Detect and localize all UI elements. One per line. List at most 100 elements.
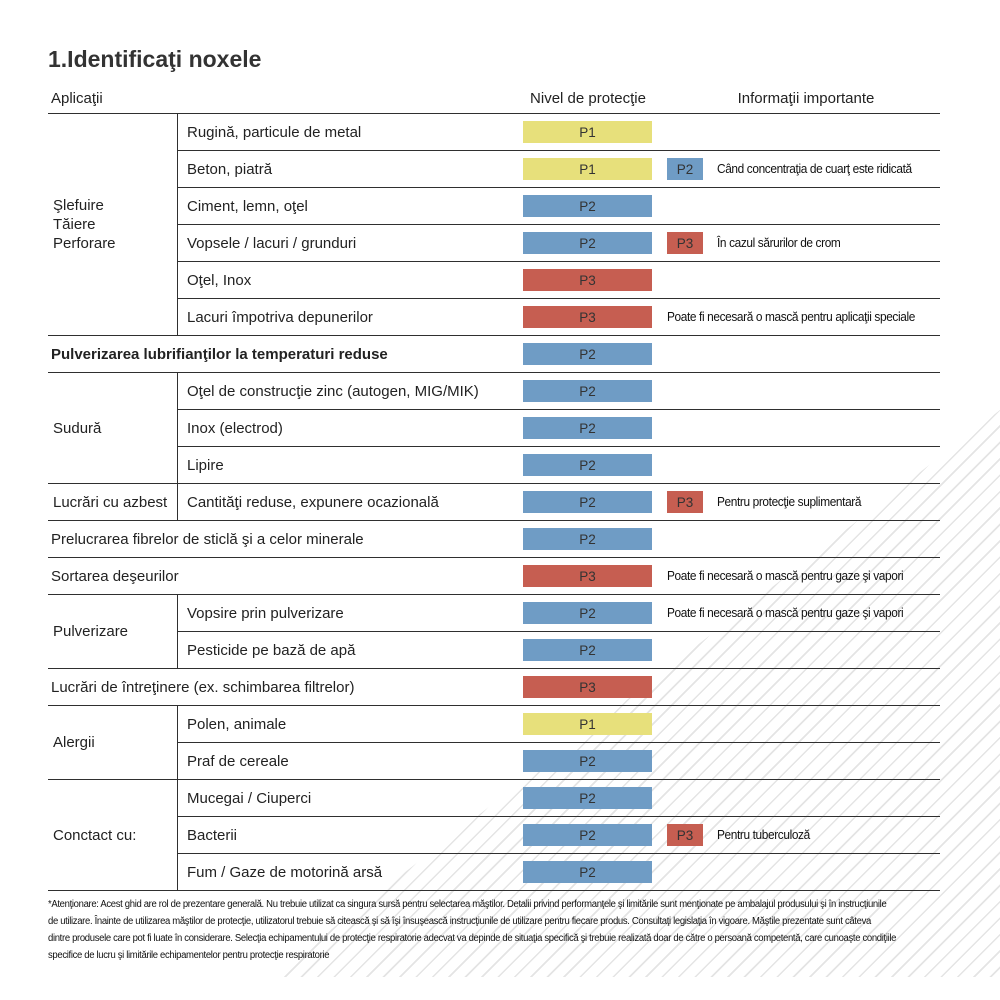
note-text: Pentru protecţie suplimentară xyxy=(717,495,862,509)
table-row: Polen, animale P1 xyxy=(178,706,940,742)
protection-badge-p2: P2 xyxy=(523,787,652,809)
application-label: Inox (electrod) xyxy=(187,419,283,437)
protection-badge-p2: P2 xyxy=(667,158,703,180)
group-rows: Mucegai / Ciuperci P2 Bacterii P2 P3 Pentru t… xyxy=(178,780,940,890)
group-label: Lucrări cu azbest xyxy=(48,484,178,520)
protection-badge-p2: P2 xyxy=(523,824,652,846)
application-label: Fum / Gaze de motorină arsă xyxy=(187,863,383,881)
page-title: 1.Identificaţi noxele xyxy=(48,46,262,72)
note-text: Poate fi necesară o mască pentru gaze şi… xyxy=(667,606,904,620)
protection-badge-p3: P3 xyxy=(667,491,703,513)
application-label: Ciment, lemn, oţel xyxy=(187,197,308,215)
application-label: Oţel, Inox xyxy=(187,271,252,289)
application-label: Rugină, particule de metal xyxy=(187,123,362,141)
table-row: Mucegai / Ciuperci P2 xyxy=(178,780,940,816)
table-row: Vopsele / lacuri / grunduri P2 P3 În cazul … xyxy=(178,224,940,261)
group-rows: Oţel de construcţie zinc (autogen, MIG/M… xyxy=(178,373,940,483)
table-row: Ciment, lemn, oţel P2 xyxy=(178,187,940,224)
protection-badge-p2: P2 xyxy=(523,639,652,661)
application-label: Oţel de construcţie zinc (autogen, MIG/M… xyxy=(187,382,479,400)
table-row: Praf de cereale P2 xyxy=(178,742,940,779)
table-row: Oţel de construcţie zinc (autogen, MIG/M… xyxy=(178,373,940,409)
footnote-line: *Atenţionare: Acest ghid are rol de prez… xyxy=(48,899,887,910)
group-label: Sudură xyxy=(48,373,178,483)
protection-badge-p2: P2 xyxy=(523,528,652,550)
table-row: Pulverizarea lubrifianţilor la temperatu… xyxy=(48,336,940,372)
note-text: În cazul sărurilor de crom xyxy=(717,236,841,250)
header-applications: Aplicaţii xyxy=(51,90,103,107)
application-label: Pulverizarea lubrifianţilor la temperatu… xyxy=(51,345,388,363)
protection-table: Şlefuire Tăiere Perforare Rugină, particu… xyxy=(48,114,940,891)
table-row: Beton, piatră P1 P2 Când concentraţia de cu… xyxy=(178,150,940,187)
info-cell: P3 Pentru protecţie suplimentară xyxy=(652,491,940,513)
protection-badge-p2: P2 xyxy=(523,195,652,217)
table-section: Lucrări cu azbest Cantităţi reduse, expun… xyxy=(48,484,940,521)
application-label: Vopsele / lacuri / grunduri xyxy=(187,234,357,252)
application-label: Polen, animale xyxy=(187,715,287,733)
note-text: Pentru tuberculoză xyxy=(717,828,810,842)
table-row: Lacuri împotriva depunerilor P3 Poate fi n… xyxy=(178,298,940,335)
protection-badge-p3: P3 xyxy=(523,306,652,328)
application-label: Lacuri împotriva depunerilor xyxy=(187,308,373,326)
protection-badge-p3: P3 xyxy=(523,676,652,698)
protection-badge-p1: P1 xyxy=(523,713,652,735)
protection-badge-p3: P3 xyxy=(667,232,703,254)
protection-badge-p2: P2 xyxy=(523,454,652,476)
table-section: Şlefuire Tăiere Perforare Rugină, particu… xyxy=(48,114,940,336)
application-label: Praf de cereale xyxy=(187,752,289,770)
application-label: Prelucrarea fibrelor de sticlă şi a celo… xyxy=(51,530,364,548)
table-header: Aplicaţii Nivel de protecţie Informaţii … xyxy=(48,80,940,114)
application-label: Pesticide pe bază de apă xyxy=(187,641,356,659)
protection-badge-p2: P2 xyxy=(523,750,652,772)
protection-badge-p3: P3 xyxy=(667,824,703,846)
table-row: Inox (electrod) P2 xyxy=(178,409,940,446)
table-row: Fum / Gaze de motorină arsă P2 xyxy=(178,853,940,890)
protection-badge-p2: P2 xyxy=(523,861,652,883)
application-label: Beton, piatră xyxy=(187,160,273,178)
protection-badge-p2: P2 xyxy=(523,602,652,624)
table-section: Alergii Polen, animale P1 Praf de cereale P2 xyxy=(48,706,940,780)
note-text: Când concentraţia de cuarţ este ridicată xyxy=(717,162,912,176)
group-label: Alergii xyxy=(48,706,178,779)
info-cell: P3 Pentru tuberculoză xyxy=(652,824,940,846)
group-label: Conctact cu: xyxy=(48,780,178,890)
application-label: Cantităţi reduse, expunere ocazională xyxy=(187,493,439,511)
table-row: Bacterii P2 P3 Pentru tuberculoză xyxy=(178,816,940,853)
protection-badge-p2: P2 xyxy=(523,417,652,439)
table-row: Oţel, Inox P3 xyxy=(178,261,940,298)
footnote: *Atenţionare: Acest ghid are rol de prez… xyxy=(48,896,940,964)
table-row: Cantităţi reduse, expunere ocazională P2 P… xyxy=(178,484,940,520)
application-label: Lipire xyxy=(187,456,224,474)
protection-badge-p3: P3 xyxy=(523,565,652,587)
application-label: Mucegai / Ciuperci xyxy=(187,789,312,807)
table-row: Lipire P2 xyxy=(178,446,940,483)
note-text: Poate fi necesară o mască pentru gaze şi… xyxy=(667,569,904,583)
application-label: Vopsire prin pulverizare xyxy=(187,604,344,622)
group-label: Şlefuire Tăiere Perforare xyxy=(48,114,178,335)
info-cell: Poate fi necesară o mască pentru gaze şi… xyxy=(652,569,940,583)
table-section: Prelucrarea fibrelor de sticlă şi a celo… xyxy=(48,521,940,558)
application-label: Lucrări de întreţinere (ex. schimbarea f… xyxy=(51,678,355,696)
table-row: Prelucrarea fibrelor de sticlă şi a celo… xyxy=(48,521,940,557)
protection-badge-p2: P2 xyxy=(523,343,652,365)
note-text: Poate fi necesară o mască pentru aplicaţ… xyxy=(667,310,915,324)
info-cell: Poate fi necesară o mască pentru aplicaţ… xyxy=(652,310,940,324)
header-important-info: Informaţii importante xyxy=(737,90,875,107)
table-section: Lucrări de întreţinere (ex. schimbarea f… xyxy=(48,669,940,706)
application-label: Sortarea deşeurilor xyxy=(51,567,179,585)
group-rows: Cantităţi reduse, expunere ocazională P2 P… xyxy=(178,484,940,520)
protection-badge-p2: P2 xyxy=(523,380,652,402)
header-protection-level: Nivel de protecţie xyxy=(530,90,646,107)
table-section: Sudură Oţel de construcţie zinc (autogen,… xyxy=(48,373,940,484)
table-section: Pulverizarea lubrifianţilor la temperatu… xyxy=(48,336,940,373)
table-section: Conctact cu: Mucegai / Ciuperci P2 Bacterii… xyxy=(48,780,940,891)
protection-badge-p1: P1 xyxy=(523,121,652,143)
table-section: Sortarea deşeurilor P3 Poate fi necesară o… xyxy=(48,558,940,595)
table-row: Lucrări de întreţinere (ex. schimbarea f… xyxy=(48,669,940,705)
table-row: Sortarea deşeurilor P3 Poate fi necesară o… xyxy=(48,558,940,594)
table-row: Vopsire prin pulverizare P2 Poate fi neces… xyxy=(178,595,940,631)
content-sheet: 1.Identificaţi noxele Aplicaţii Nivel de… xyxy=(48,44,940,964)
application-label: Bacterii xyxy=(187,826,238,844)
protection-badge-p3: P3 xyxy=(523,269,652,291)
